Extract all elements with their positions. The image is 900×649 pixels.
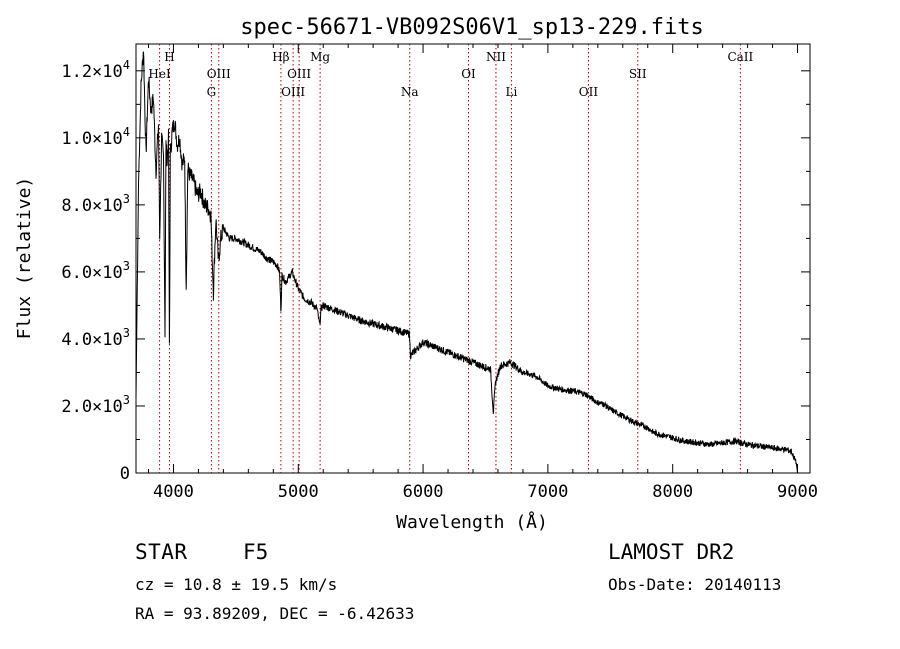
x-tick-label: 5000 <box>278 482 319 502</box>
y-tick-label: 0 <box>120 464 130 484</box>
y-tick-label: 1.0×104 <box>61 125 130 149</box>
x-tick-label: 6000 <box>403 482 444 502</box>
y-tick-label: 8.0×103 <box>61 192 130 216</box>
observation-date: Obs-Date: 20140113 <box>608 575 782 594</box>
y-tick-label: 4.0×103 <box>61 326 130 350</box>
y-tick-label: 2.0×103 <box>61 393 130 417</box>
line-marker-label: HeI <box>148 67 171 81</box>
line-marker-label: CaII <box>727 50 753 64</box>
line-marker-label: OIII <box>207 67 231 81</box>
line-marker-label: NII <box>486 50 506 64</box>
line-marker-label: H <box>164 50 174 64</box>
x-tick-label: 9000 <box>777 482 818 502</box>
line-marker-label: G <box>207 85 217 99</box>
line-marker-label: OI <box>461 67 476 81</box>
object-subclass: F5 <box>243 540 269 564</box>
y-tick-label: 6.0×103 <box>61 259 130 283</box>
line-markers: HeI H G OIII Hβ OIII OIII Mg Na OI NII Li OII SII CaII <box>148 44 754 473</box>
flux-line <box>135 51 798 474</box>
y-axis-label: Flux (relative) <box>14 177 35 340</box>
x-axis-label: Wavelength (Å) <box>396 511 548 533</box>
line-marker-label: OIII <box>287 67 311 81</box>
x-tick-label: 7000 <box>527 482 568 502</box>
line-marker-label: Li <box>506 85 518 99</box>
y-axis-ticks: 0 2.0×103 4.0×103 6.0×103 8.0×103 1.0×104 1.2×… <box>61 58 810 484</box>
flux-series <box>135 51 798 474</box>
line-marker-label: Na <box>401 85 419 99</box>
survey-name: LAMOST DR2 <box>608 540 735 564</box>
line-marker-label: Mg <box>310 50 330 64</box>
object-class: STAR <box>135 540 188 564</box>
line-marker-label: OII <box>579 85 599 99</box>
x-tick-label: 4000 <box>153 482 194 502</box>
redshift-velocity: cz = 10.8 ± 19.5 km/s <box>135 575 338 594</box>
line-marker-label: Hβ <box>272 50 289 64</box>
line-marker-label: OIII <box>281 85 305 99</box>
y-tick-label: 1.2×104 <box>61 58 130 82</box>
coordinates: RA = 93.89209, DEC = -6.42633 <box>135 604 415 623</box>
x-axis-ticks: 4000 5000 6000 7000 8000 9000 <box>147 44 818 502</box>
x-tick-label: 8000 <box>652 482 693 502</box>
plot-frame <box>135 43 811 474</box>
chart-title: spec-56671-VB092S06V1_sp13-229.fits <box>240 15 704 40</box>
line-marker-label: SII <box>629 67 647 81</box>
